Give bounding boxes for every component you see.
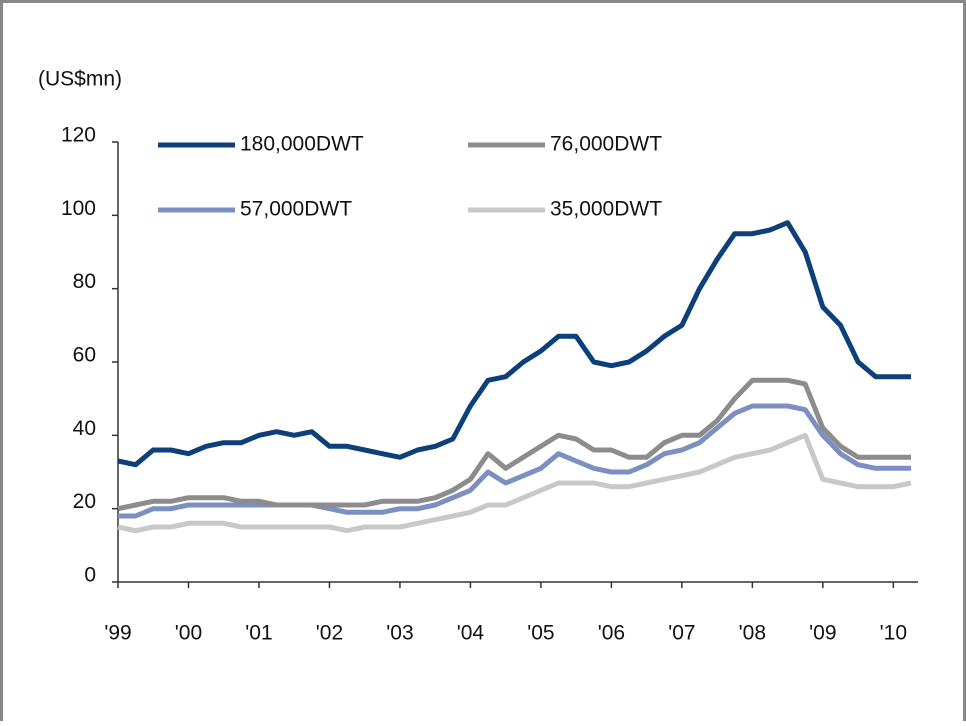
legend-label: 35,000DWT (550, 198, 662, 221)
y-axis-label: (US$mn) (38, 68, 122, 91)
x-tick-label: '05 (527, 622, 554, 645)
y-tick-label: 0 (84, 564, 96, 587)
x-tick-label: '10 (880, 622, 907, 645)
series-line (117, 432, 912, 534)
x-tick-label: '99 (104, 622, 131, 645)
y-tick-label: 20 (73, 490, 96, 513)
legend-label: 180,000DWT (240, 133, 364, 156)
y-tick-label: 80 (73, 270, 96, 293)
x-tick-label: '08 (739, 622, 766, 645)
x-tick-label: '00 (175, 622, 202, 645)
series-line (118, 403, 911, 519)
y-tick-label: 120 (61, 124, 96, 147)
y-tick-label: 100 (61, 197, 96, 220)
legend-label: 76,000DWT (550, 133, 662, 156)
series-line (117, 377, 911, 512)
x-tick-label: '01 (245, 622, 272, 645)
x-tick-label: '06 (598, 622, 625, 645)
y-tick-label: 40 (73, 417, 96, 440)
legend-label: 57,000DWT (240, 198, 352, 221)
x-tick-label: '07 (668, 622, 695, 645)
y-tick-label: 60 (73, 344, 96, 367)
x-tick-label: '02 (316, 622, 343, 645)
x-tick-label: '09 (809, 622, 836, 645)
x-tick-label: '04 (457, 622, 485, 645)
x-tick-label: '03 (386, 622, 413, 645)
series-line (117, 220, 911, 468)
